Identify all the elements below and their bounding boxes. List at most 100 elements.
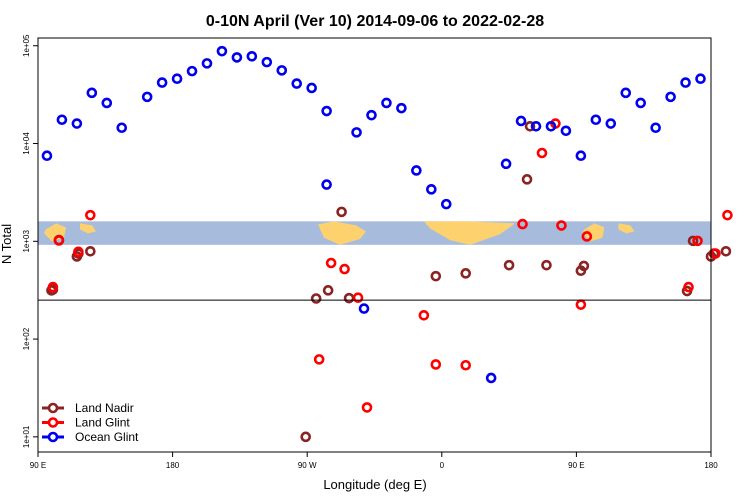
x-tick-label: 0 xyxy=(440,461,445,470)
data-point xyxy=(216,45,228,57)
data-point xyxy=(381,97,392,109)
ocean-band xyxy=(38,221,711,245)
data-point xyxy=(246,50,258,62)
data-point xyxy=(101,97,113,109)
data-point xyxy=(695,73,706,85)
data-point xyxy=(310,293,322,304)
series-land-nadir xyxy=(46,121,732,443)
land-africa xyxy=(424,221,515,245)
data-point xyxy=(85,209,96,221)
y-axis-label: N Total xyxy=(0,224,14,264)
data-point xyxy=(358,303,370,314)
data-point xyxy=(56,114,68,126)
data-point xyxy=(665,91,676,103)
land-indonesia-left xyxy=(80,223,96,234)
data-point xyxy=(635,97,647,109)
x-tick-label: 90 E xyxy=(568,461,584,470)
chart-title: 0-10N April (Ver 10) 2014-09-06 to 2022-… xyxy=(206,13,544,30)
land-map-band xyxy=(38,221,711,245)
data-point xyxy=(351,127,362,138)
data-point xyxy=(515,115,527,127)
x-tick-label: 180 xyxy=(166,461,180,470)
data-point xyxy=(339,263,350,275)
series-land-glint xyxy=(47,118,733,413)
data-point xyxy=(325,257,337,269)
data-point xyxy=(366,109,377,121)
data-point xyxy=(430,270,442,282)
data-point xyxy=(605,118,617,129)
data-point xyxy=(321,105,332,117)
data-point xyxy=(683,281,694,293)
data-point xyxy=(71,118,83,129)
data-point xyxy=(336,206,347,218)
legend-item: Ocean Glint xyxy=(42,430,139,444)
data-point xyxy=(500,158,512,170)
data-point xyxy=(261,56,273,68)
x-tick-label: 90 W xyxy=(298,461,317,470)
legend-marker xyxy=(47,402,59,414)
data-point xyxy=(306,82,317,94)
data-point xyxy=(396,102,407,114)
data-point xyxy=(322,285,334,296)
y-tick-label: 1e+01 xyxy=(22,425,31,448)
data-point xyxy=(41,150,53,162)
legend-marker xyxy=(47,431,59,443)
data-point xyxy=(361,402,373,413)
series-ocean-glint xyxy=(41,45,706,384)
legend-label: Land Nadir xyxy=(75,401,134,415)
data-point xyxy=(620,87,632,99)
data-point xyxy=(575,299,587,310)
data-point xyxy=(650,122,661,134)
data-point xyxy=(687,235,699,247)
data-point xyxy=(575,150,587,162)
y-tick-label: 1e+05 xyxy=(22,34,31,57)
data-point xyxy=(291,78,303,89)
data-point xyxy=(680,77,691,88)
data-point xyxy=(485,372,497,384)
data-point xyxy=(156,77,168,88)
legend-marker xyxy=(47,417,59,428)
data-point xyxy=(116,122,128,134)
data-point xyxy=(171,73,183,85)
data-point xyxy=(556,220,567,231)
data-point xyxy=(710,248,721,259)
plot-frame xyxy=(37,37,712,453)
data-point xyxy=(692,235,703,247)
data-point xyxy=(590,114,602,126)
x-axis-label: Longitude (deg E) xyxy=(323,477,426,492)
legend-item: Land Glint xyxy=(42,416,130,430)
data-point xyxy=(545,121,557,132)
data-point xyxy=(460,359,472,371)
x-tick-label: 180 xyxy=(704,461,718,470)
data-point xyxy=(231,52,243,63)
data-point xyxy=(524,121,536,132)
data-point xyxy=(73,246,84,258)
data-point xyxy=(720,246,732,257)
legend-label: Ocean Glint xyxy=(75,430,139,444)
data-point xyxy=(426,184,437,195)
y-tick-label: 1e+02 xyxy=(22,327,31,350)
data-point xyxy=(141,91,153,103)
data-point xyxy=(418,310,430,321)
data-point xyxy=(53,235,65,246)
legend-label: Land Glint xyxy=(75,416,130,430)
data-point xyxy=(536,147,548,159)
y-tick-label: 1e+04 xyxy=(22,132,31,155)
data-point xyxy=(321,179,332,190)
plot-area xyxy=(41,45,733,443)
data-point xyxy=(47,281,59,293)
data-point xyxy=(581,231,593,242)
data-point xyxy=(440,198,452,210)
data-point xyxy=(85,246,96,257)
data-point xyxy=(411,165,422,176)
data-point xyxy=(86,87,98,99)
data-point xyxy=(460,268,472,279)
data-point xyxy=(201,58,213,69)
axes: 90 E 180 90 W 0 90 E 180 1e+01 1e+02 1e+03 1e+04 1… xyxy=(22,34,718,470)
data-point xyxy=(186,65,198,77)
data-point xyxy=(521,174,533,185)
data-point xyxy=(517,218,528,230)
data-point xyxy=(578,260,590,272)
data-point xyxy=(530,121,542,132)
land-australia-right xyxy=(582,223,605,242)
